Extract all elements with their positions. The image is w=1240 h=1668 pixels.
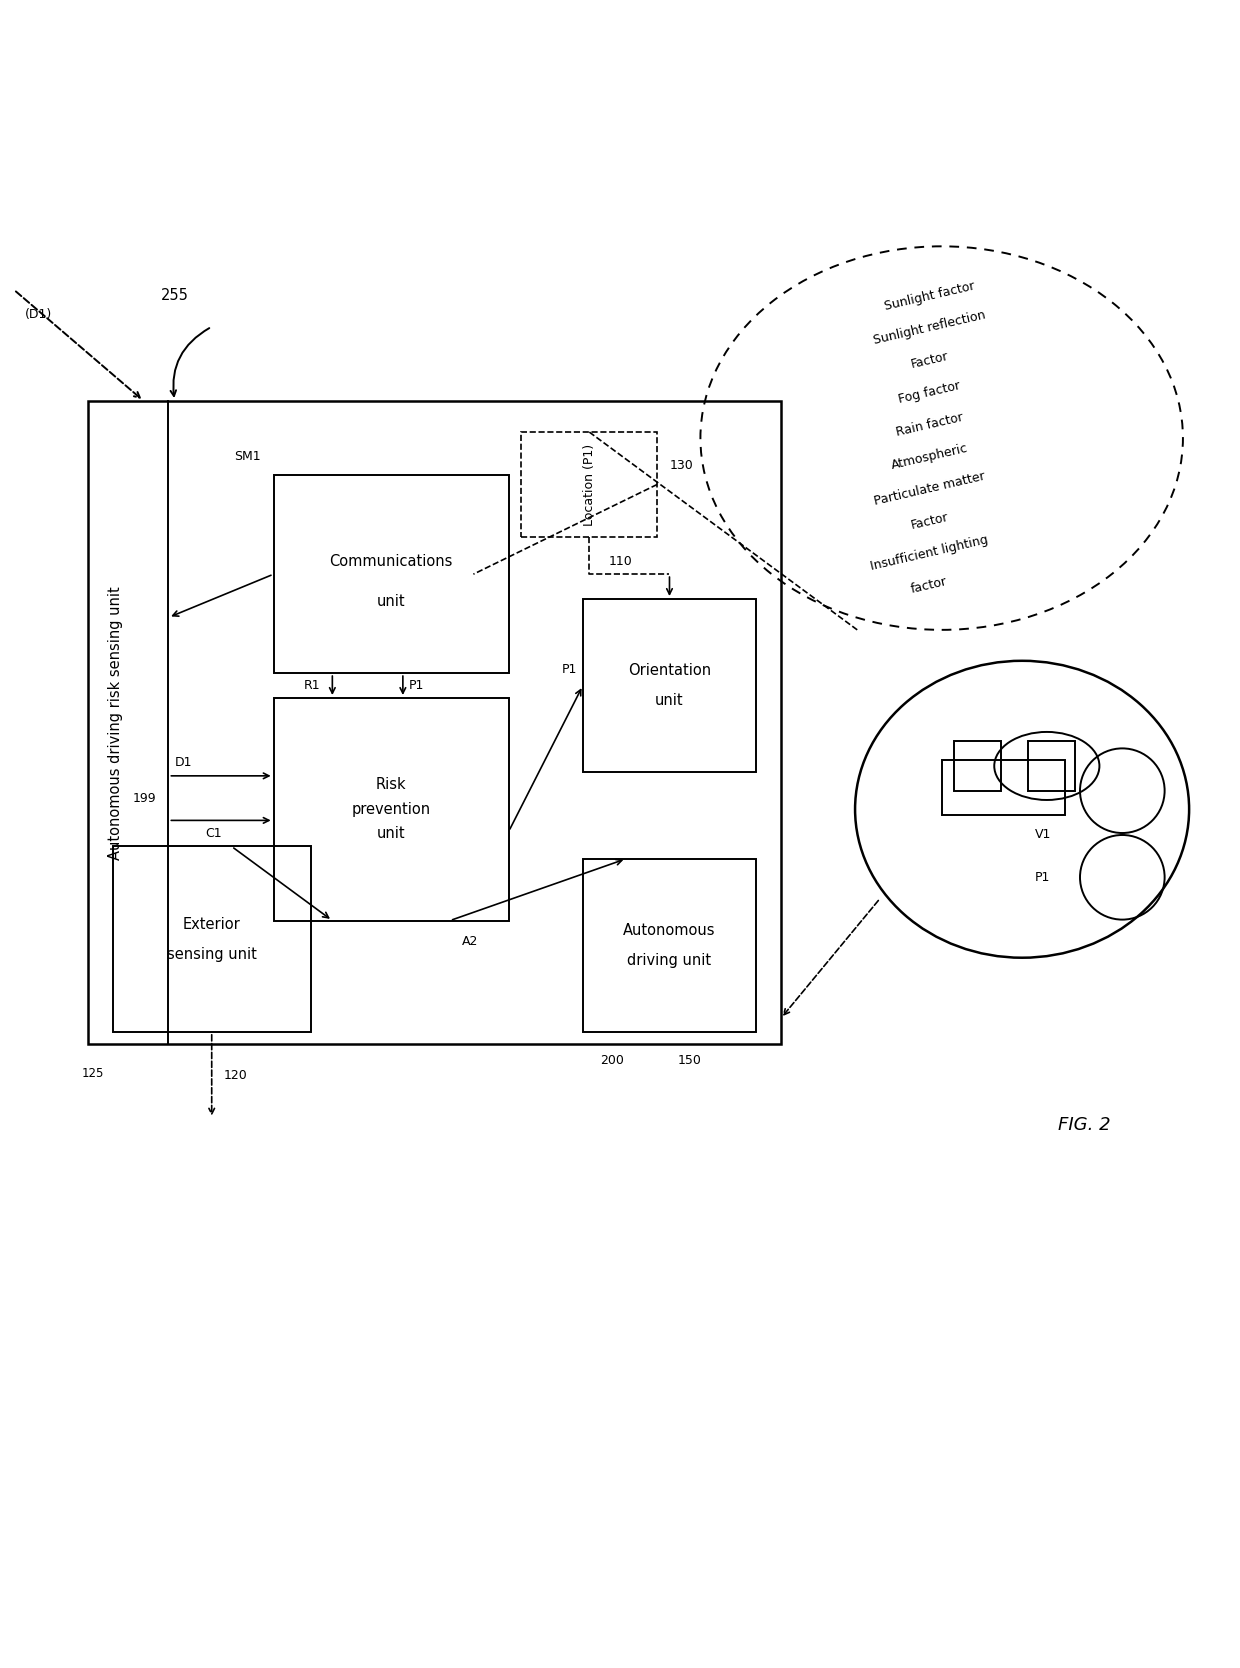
Bar — [1028, 741, 1075, 791]
Text: FIG. 2: FIG. 2 — [1058, 1116, 1110, 1134]
Text: C1: C1 — [205, 827, 222, 841]
Text: Communications: Communications — [330, 554, 453, 569]
Text: V1: V1 — [1034, 827, 1050, 841]
Text: 255: 255 — [161, 289, 188, 304]
Bar — [583, 599, 756, 772]
Text: unit: unit — [655, 692, 683, 707]
Text: R1: R1 — [304, 679, 320, 692]
Bar — [88, 400, 781, 1044]
Text: Autonomous driving risk sensing unit: Autonomous driving risk sensing unit — [108, 585, 123, 859]
Text: Orientation: Orientation — [627, 664, 711, 679]
Text: unit: unit — [377, 594, 405, 609]
Text: P1: P1 — [409, 679, 424, 692]
Bar — [941, 759, 1065, 816]
Text: Factor: Factor — [909, 350, 950, 370]
Bar — [954, 741, 1001, 791]
Text: 200: 200 — [600, 1054, 624, 1068]
Text: SM1: SM1 — [234, 450, 262, 462]
Text: Exterior: Exterior — [182, 917, 241, 932]
Text: Sunlight factor: Sunlight factor — [883, 279, 976, 312]
Text: P1: P1 — [1034, 871, 1050, 884]
Text: Sunlight reflection: Sunlight reflection — [872, 309, 987, 347]
Text: P1: P1 — [562, 662, 577, 676]
Text: (D1): (D1) — [25, 307, 52, 320]
Text: 125: 125 — [82, 1066, 104, 1079]
Text: 199: 199 — [133, 792, 156, 804]
Bar — [113, 846, 311, 1032]
Text: Insufficient lighting: Insufficient lighting — [869, 534, 990, 574]
Text: D1: D1 — [175, 756, 192, 769]
Text: Rain factor: Rain factor — [894, 410, 965, 439]
Bar — [521, 432, 657, 537]
Text: sensing unit: sensing unit — [166, 946, 257, 961]
Text: Risk: Risk — [376, 777, 407, 792]
Text: driving unit: driving unit — [627, 952, 712, 967]
Text: unit: unit — [377, 827, 405, 841]
Text: Location (P1): Location (P1) — [583, 444, 595, 525]
Text: Factor: Factor — [909, 510, 950, 532]
Text: 120: 120 — [224, 1069, 248, 1083]
Text: prevention: prevention — [352, 802, 430, 817]
Text: A2: A2 — [461, 936, 477, 949]
Text: factor: factor — [910, 575, 949, 595]
Text: Fog factor: Fog factor — [897, 379, 961, 405]
Text: 130: 130 — [670, 459, 693, 472]
Text: Autonomous: Autonomous — [624, 922, 715, 937]
Bar — [274, 697, 508, 921]
Text: Particulate matter: Particulate matter — [873, 470, 986, 509]
Bar — [583, 859, 756, 1032]
Text: Atmospheric: Atmospheric — [889, 442, 968, 472]
Text: 150: 150 — [678, 1054, 702, 1068]
Bar — [274, 475, 508, 674]
Text: 110: 110 — [609, 555, 632, 569]
